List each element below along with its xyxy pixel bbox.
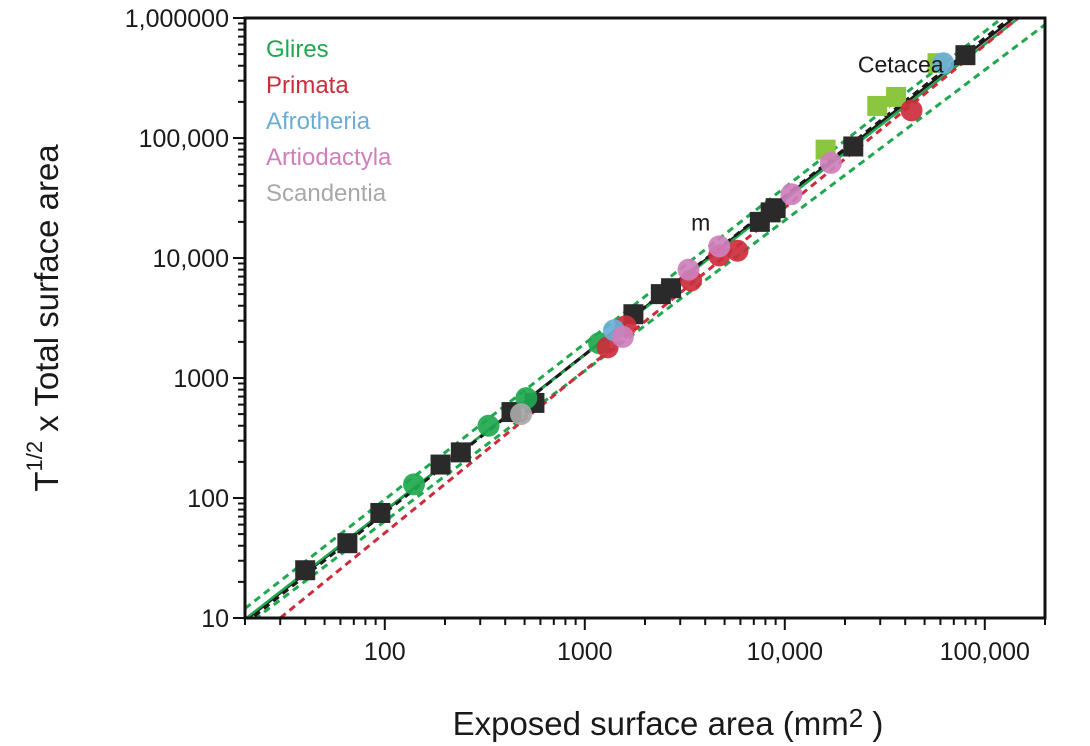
point-scandentia-1 xyxy=(510,403,533,426)
point-other-2 xyxy=(337,533,358,554)
y-tick-label: 100,000 xyxy=(139,125,229,153)
point-primata-5 xyxy=(726,239,749,262)
x-axis-title-sup: 2 xyxy=(849,703,863,733)
point-other-15 xyxy=(955,45,976,66)
point-other-14 xyxy=(843,136,864,157)
point-other-1 xyxy=(295,560,316,581)
y-axis-title-main: x Total surface area xyxy=(28,144,65,441)
y-tick-label: 10 xyxy=(201,605,229,633)
x-tick-label: 1000 xyxy=(557,638,613,666)
point-artiodactyla-2 xyxy=(677,258,700,281)
point-other-3 xyxy=(370,502,391,523)
point-glires-1 xyxy=(403,473,426,496)
x-axis-title-main: Exposed surface area (mm xyxy=(453,705,849,742)
point-glires-2 xyxy=(477,414,500,437)
data-points xyxy=(295,45,976,581)
annotation-1: Cetacea xyxy=(858,52,944,78)
point-other-10 xyxy=(661,278,682,299)
y-axis-title-prefix: T xyxy=(28,471,65,491)
annotations: Cetacea m xyxy=(691,52,944,236)
x-axis-title: Exposed surface area (mm2 ) xyxy=(453,703,884,742)
legend-entry-primata: Primata xyxy=(266,72,349,99)
y-axis-title: T1/2 x Total surface area xyxy=(22,144,65,492)
fit-line-5 xyxy=(279,18,1021,618)
y-tick-label: 100 xyxy=(187,485,229,513)
y-tick-label: 1,000000 xyxy=(125,5,229,33)
point-cetacea-2 xyxy=(867,95,888,116)
point-other-13 xyxy=(765,198,786,219)
legend-entry-artiodactyla: Artiodactyla xyxy=(266,144,392,171)
x-axis-ticks: 100 1000 10,000 100,000 xyxy=(244,618,1046,666)
legend-entry-scandentia: Scandentia xyxy=(266,180,387,207)
y-tick-label: 10,000 xyxy=(153,245,229,273)
x-axis-title-end: ) xyxy=(863,705,883,742)
annotation-2: m xyxy=(691,209,710,235)
y-tick-label: 1000 xyxy=(173,365,229,393)
fit-lines xyxy=(245,18,1045,618)
point-other-5 xyxy=(450,442,471,463)
point-primata-6 xyxy=(900,99,923,122)
x-tick-label: 10,000 xyxy=(747,638,823,666)
y-axis-ticks: 10 100 1000 10,000 100,000 1,000000 xyxy=(125,5,245,633)
point-cetacea-3 xyxy=(886,86,907,107)
x-tick-label: 100 xyxy=(364,638,406,666)
fit-line-4 xyxy=(253,23,1045,618)
point-artiodactyla-3 xyxy=(708,235,731,258)
y-axis-title-sup: 1/2 xyxy=(22,441,47,472)
legend-entry-glires: Glires xyxy=(266,36,329,63)
point-other-4 xyxy=(430,454,451,475)
point-artiodactyla-5 xyxy=(819,151,842,174)
x-tick-label: 100,000 xyxy=(940,638,1030,666)
point-afrotheria-2 xyxy=(932,52,955,75)
legend: Glires Primata Afrotheria Artiodactyla Scand… xyxy=(266,36,392,207)
legend-entry-afrotheria: Afrotheria xyxy=(266,108,371,135)
point-artiodactyla-4 xyxy=(780,183,803,206)
point-artiodactyla-1 xyxy=(611,325,634,348)
